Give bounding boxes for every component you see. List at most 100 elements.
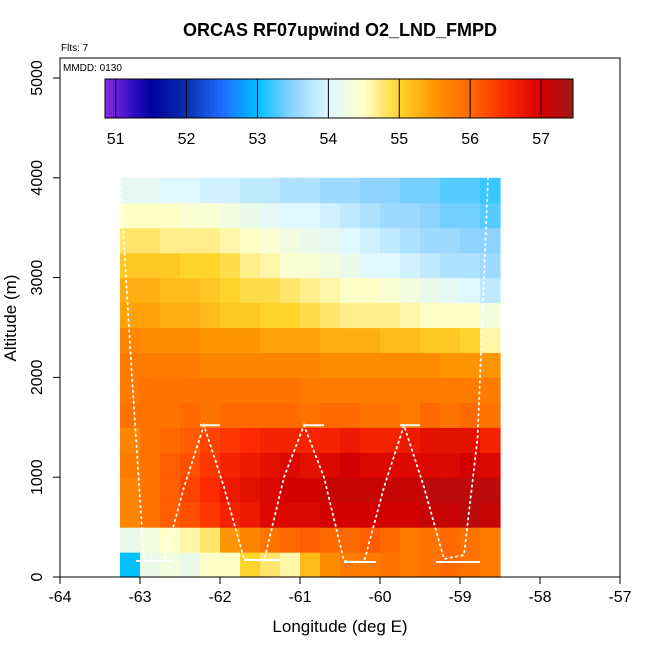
- colorbar-segment: [452, 79, 457, 118]
- heatmap-cell: [160, 202, 181, 229]
- colorbar-segment: [475, 79, 480, 118]
- heatmap-cell: [160, 352, 181, 378]
- colorbar-segment: [307, 79, 313, 118]
- heatmap-cell: [200, 202, 221, 229]
- heatmap-cell: [180, 327, 201, 354]
- heatmap-cell: [280, 277, 301, 304]
- colorbar-segment: [276, 79, 281, 118]
- heatmap-cell: [340, 177, 361, 204]
- heatmap-cell: [440, 277, 461, 304]
- colorbar-segment: [296, 79, 301, 118]
- colorbar-segment: [530, 79, 535, 118]
- heatmap-cell: [140, 527, 161, 553]
- heatmap-cell: [300, 477, 321, 503]
- colorbar-segment: [553, 79, 558, 118]
- heatmap-cell: [160, 427, 181, 453]
- heatmap-cell: [240, 352, 261, 378]
- heatmap-cell: [280, 477, 301, 503]
- colorbar-segment: [440, 79, 445, 118]
- heatmap-cell: [400, 527, 421, 553]
- colorbar-segment: [155, 79, 161, 118]
- colorbar-segment: [342, 79, 348, 118]
- colorbar-segment: [389, 79, 395, 118]
- heatmap-cell: [460, 202, 481, 229]
- heatmap-cell: [320, 302, 341, 329]
- heatmap-cells: [120, 177, 501, 578]
- colorbar-segment: [487, 79, 492, 118]
- heatmap-cell: [380, 227, 401, 254]
- heatmap-cell: [140, 427, 161, 453]
- heatmap-cell: [420, 427, 441, 453]
- colorbar-segment: [144, 79, 149, 118]
- heatmap-cell: [280, 402, 301, 428]
- colorbar-segment: [510, 79, 515, 118]
- heatmap-cell: [340, 477, 361, 503]
- heatmap-cell: [400, 402, 421, 428]
- colorbar-tick-label: 56: [461, 131, 479, 148]
- heatmap-cell: [440, 327, 461, 354]
- heatmap-cell: [440, 252, 461, 279]
- colorbar-segment: [327, 79, 332, 118]
- heatmap-cell: [280, 502, 301, 528]
- colorbar-segment: [495, 79, 500, 118]
- heatmap-cell: [260, 502, 281, 528]
- colorbar-segment: [249, 79, 254, 118]
- colorbar-segment: [557, 79, 562, 118]
- heatmap-cell: [360, 527, 381, 553]
- heatmap-cell: [220, 452, 241, 478]
- colorbar-segment: [241, 79, 246, 118]
- colorbar-tick-label: 51: [107, 131, 125, 148]
- heatmap-cell: [180, 252, 201, 279]
- heatmap-cell: [400, 427, 421, 453]
- colorbar-segment: [280, 79, 285, 118]
- colorbar-segment: [381, 79, 387, 118]
- heatmap-cell: [160, 452, 181, 478]
- heatmap-cell: [480, 552, 501, 578]
- heatmap-cell: [260, 202, 281, 229]
- heatmap-cell: [400, 477, 421, 503]
- colorbar-segment: [147, 79, 153, 118]
- heatmap-cell: [140, 302, 161, 329]
- heatmap-cell: [140, 202, 161, 229]
- colorbar-segment: [272, 79, 278, 118]
- colorbar-segment: [545, 79, 551, 118]
- heatmap-cell: [160, 252, 181, 279]
- colorbar-segment: [370, 79, 375, 118]
- heatmap-cell: [360, 477, 381, 503]
- colorbar-segment: [506, 79, 512, 118]
- heatmap-cell: [280, 377, 301, 403]
- heatmap-cell: [120, 552, 141, 578]
- colorbar-segment: [385, 79, 391, 118]
- y-axis-label: Altitude (m): [1, 275, 20, 362]
- heatmap-cell: [200, 177, 221, 204]
- heatmap-cell: [460, 252, 481, 279]
- heatmap-cell: [200, 302, 221, 329]
- heatmap-cell: [160, 327, 181, 354]
- heatmap-cell: [420, 327, 441, 354]
- colorbar-segment: [214, 79, 219, 118]
- colorbar-segment: [159, 79, 164, 118]
- heatmap-cell: [360, 402, 381, 428]
- heatmap-cell: [140, 552, 161, 578]
- heatmap-cell: [200, 527, 221, 553]
- heatmap-cell: [260, 402, 281, 428]
- colorbar-segment: [393, 79, 398, 118]
- heatmap-cell: [360, 452, 381, 478]
- heatmap-cell: [340, 202, 361, 229]
- chart-title: ORCAS RF07upwind O2_LND_FMPD: [183, 20, 497, 40]
- heatmap-cell: [200, 352, 221, 378]
- colorbar-segment: [300, 79, 305, 118]
- heatmap-cell: [480, 177, 501, 204]
- heatmap-cell: [180, 277, 201, 304]
- heatmap-cell: [380, 327, 401, 354]
- heatmap-cell: [320, 452, 341, 478]
- heatmap-cell: [240, 252, 261, 279]
- heatmap-cell: [480, 302, 501, 329]
- colorbar-segment: [518, 79, 523, 118]
- heatmap-cell: [240, 402, 261, 428]
- heatmap-cell: [260, 477, 281, 503]
- heatmap-cell: [260, 352, 281, 378]
- heatmap-cell: [140, 377, 161, 403]
- heatmap-cell: [280, 452, 301, 478]
- heatmap-cell: [360, 427, 381, 453]
